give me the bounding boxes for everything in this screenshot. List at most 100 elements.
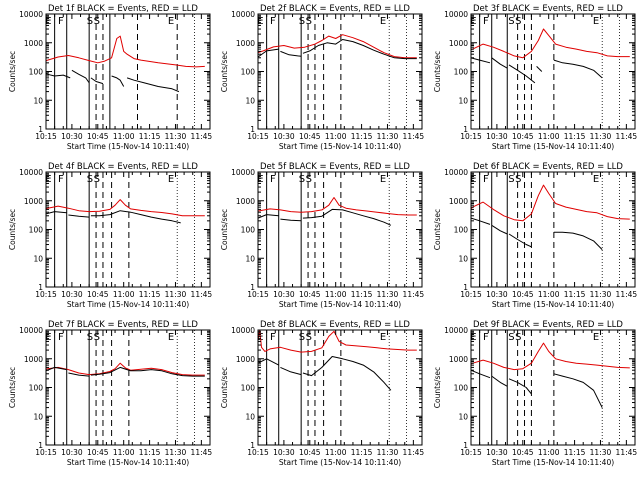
plot-frame: [45, 13, 211, 130]
chart-title: Det 3f BLACK = Events, RED = LLD: [473, 4, 623, 14]
y-tick-label: 100: [454, 384, 469, 393]
marker-label: E: [380, 174, 386, 185]
marker-label: S: [306, 332, 312, 343]
x-tick-label: 10:30: [486, 290, 508, 299]
y-tick-label: 1: [463, 441, 468, 450]
x-tick-label: 11:30: [165, 290, 187, 299]
red-series-line: [258, 34, 417, 59]
y-tick-label: 10000: [19, 10, 43, 19]
x-tick-label: 11:00: [113, 448, 135, 457]
marker-label: S: [87, 16, 93, 27]
black-series-line: [302, 356, 392, 391]
black-series-line: [280, 218, 302, 222]
plot-frame: [45, 171, 211, 288]
x-tick-label: 10:45: [87, 290, 109, 299]
marker-label: F: [483, 174, 489, 185]
black-series-line: [46, 211, 67, 218]
red-series-line: [46, 199, 205, 217]
y-tick-label: 1000: [24, 355, 43, 364]
x-tick-label: 11:00: [113, 290, 135, 299]
x-tick-label: 11:45: [191, 290, 213, 299]
x-tick-label: 11:00: [325, 132, 347, 141]
black-series-line: [508, 233, 532, 248]
marker-label: F: [270, 332, 276, 343]
y-tick-label: 100: [241, 226, 256, 235]
plot-frame: [470, 171, 636, 288]
y-tick-label: 10: [245, 96, 255, 105]
y-axis-title: Counts/sec: [220, 51, 229, 92]
y-tick-label: 10: [458, 96, 468, 105]
marker-label: E: [168, 174, 174, 185]
x-axis-title: Start Time (15-Nov-14 10:11:40): [492, 300, 614, 309]
marker-label: S: [299, 16, 305, 27]
black-series-line: [258, 48, 279, 62]
x-tick-label: 11:45: [403, 290, 425, 299]
y-tick-label: 10: [245, 412, 255, 421]
chart-title: Det 1f BLACK = Events, RED = LLD: [48, 4, 198, 14]
series-group: [258, 197, 417, 226]
marker-label: S: [306, 174, 312, 185]
marker-label: F: [58, 16, 64, 27]
y-tick-label: 1000: [449, 355, 468, 364]
black-series-line: [258, 214, 279, 222]
x-tick-label: 11:30: [377, 290, 399, 299]
series-group: [46, 35, 205, 93]
x-tick-label: 10:15: [35, 290, 57, 299]
x-axis-title: Start Time (15-Nov-14 10:11:40): [492, 142, 614, 151]
x-axis-title: Start Time (15-Nov-14 10:11:40): [279, 458, 401, 467]
x-tick-label: 11:30: [590, 448, 612, 457]
y-tick-label: 1000: [236, 39, 255, 48]
marker-label: S: [515, 332, 521, 343]
x-tick-label: 10:15: [247, 132, 269, 141]
series-group: [258, 34, 417, 62]
x-tick-label: 11:30: [377, 132, 399, 141]
red-series-line: [471, 28, 630, 59]
x-tick-label: 11:00: [325, 290, 347, 299]
y-axis-title: Counts/sec: [433, 367, 442, 408]
x-tick-label: 11:45: [403, 448, 425, 457]
x-tick-label: 11:45: [616, 290, 638, 299]
marker-label: S: [87, 174, 93, 185]
series-group: [258, 330, 417, 391]
y-tick-label: 10: [33, 412, 43, 421]
x-tick-label: 10:45: [299, 290, 321, 299]
marker-label: S: [299, 174, 305, 185]
black-series-line: [508, 64, 536, 84]
marker-label: S: [515, 174, 521, 185]
y-tick-label: 10: [458, 412, 468, 421]
black-series-line: [471, 217, 491, 225]
y-tick-label: 1: [463, 283, 468, 292]
marker-label: F: [58, 174, 64, 185]
y-tick-label: 100: [29, 68, 44, 77]
black-series-line: [258, 358, 279, 368]
y-tick-label: 10: [33, 96, 43, 105]
series-group: [471, 184, 630, 250]
x-tick-label: 10:15: [35, 132, 57, 141]
x-axis-title: Start Time (15-Nov-14 10:11:40): [67, 300, 189, 309]
x-tick-label: 10:30: [61, 132, 83, 141]
black-series-line: [491, 224, 508, 235]
y-tick-label: 100: [454, 226, 469, 235]
y-tick-label: 100: [29, 226, 44, 235]
marker-label: E: [45, 332, 51, 343]
marker-label: F: [483, 332, 489, 343]
x-tick-label: 11:30: [377, 448, 399, 457]
y-tick-label: 1: [250, 125, 255, 134]
x-tick-label: 10:15: [460, 448, 482, 457]
marker-label: E: [168, 16, 174, 27]
black-series-line: [71, 69, 90, 84]
chart-title: Det 7f BLACK = Events, RED = LLD: [48, 320, 198, 330]
y-axis-title: Counts/sec: [8, 209, 17, 250]
y-tick-label: 1000: [24, 197, 43, 206]
x-axis-title: Start Time (15-Nov-14 10:11:40): [67, 458, 189, 467]
x-tick-label: 10:30: [486, 132, 508, 141]
black-series-line: [302, 208, 392, 226]
marker-label: E: [470, 16, 476, 27]
marker-label: S: [94, 332, 100, 343]
x-tick-label: 11:15: [564, 290, 586, 299]
x-tick-label: 11:30: [165, 448, 187, 457]
